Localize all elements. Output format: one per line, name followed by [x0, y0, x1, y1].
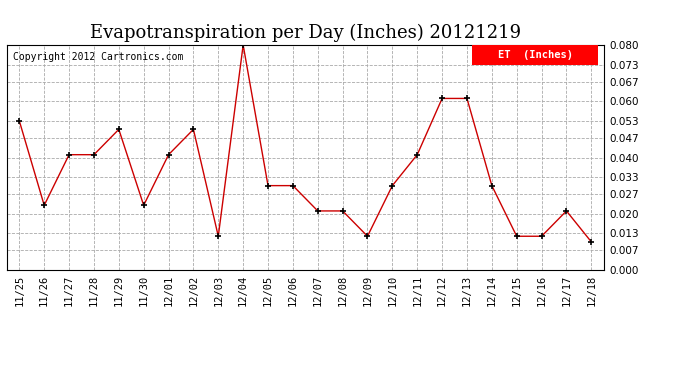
Title: Evapotranspiration per Day (Inches) 20121219: Evapotranspiration per Day (Inches) 2012… — [90, 24, 521, 42]
Text: Copyright 2012 Cartronics.com: Copyright 2012 Cartronics.com — [13, 52, 184, 62]
